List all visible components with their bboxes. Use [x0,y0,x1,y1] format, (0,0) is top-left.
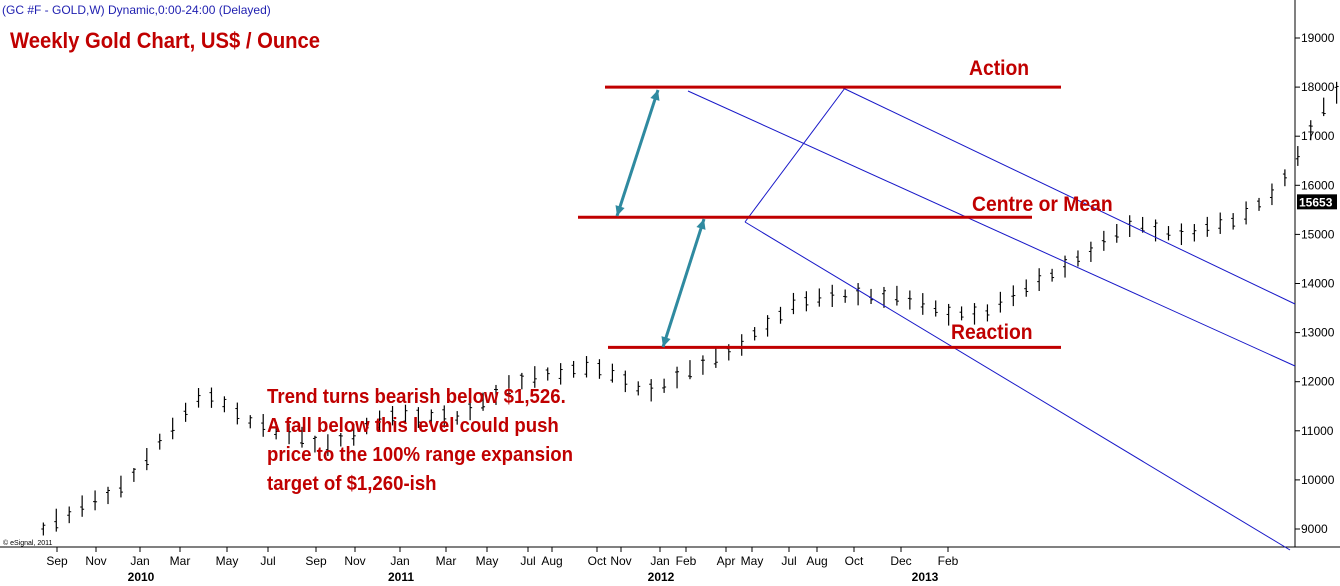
channel-line [842,87,1296,305]
x-tick-label: Feb [676,554,697,568]
x-tick-label: Mar [170,554,191,568]
x-tick-label: Jan [650,554,669,568]
x-tick-label: Aug [806,554,827,568]
x-tick-label: Nov [85,554,106,568]
x-tick-label: Nov [610,554,631,568]
y-tick-label: 11000 [1301,424,1334,438]
x-tick-label: Jul [260,554,275,568]
x-tick-label: Jul [520,554,535,568]
price-bars [41,81,1339,536]
y-tick-label: 17000 [1301,129,1335,143]
x-tick-label: May [216,554,239,568]
trend-channel [687,87,1296,551]
annotation-line: price to the 100% range expansion [267,444,573,466]
range-arrows [615,89,706,348]
channel-line [744,221,1291,551]
level-lines [578,85,1061,349]
x-tick-label: Nov [344,554,365,568]
y-tick-label: 14000 [1301,277,1335,291]
copyright: © eSignal, 2011 [3,540,53,547]
last-price-marker: 15653 [1297,194,1337,210]
level-label-mean: Centre or Mean [972,193,1113,216]
x-tick-label: Dec [890,554,911,568]
x-tick-label: Oct [845,554,864,568]
x-tick-label: Jul [781,554,796,568]
arrow-head [615,205,625,216]
x-tick-label: Sep [305,554,327,568]
annotation-note: Trend turns bearish below $1,526. A fall… [267,383,573,499]
arrow-head [650,90,660,101]
y-tick-label: 13000 [1301,326,1335,340]
x-tick-label: May [476,554,499,568]
annotation-line: target of $1,260-ish [267,473,437,495]
last-price-box [1297,194,1337,210]
annotation-line: Trend turns bearish below $1,526. [267,386,566,408]
level-label-reaction: Reaction [951,321,1033,344]
y-ticks: 9000 10000 11000 12000 13000 14000 15000 16000 1… [1295,31,1335,536]
y-tick-label: 12000 [1301,375,1335,389]
x-tick-label: Feb [938,554,959,568]
annotation-line: A fall below this level could push [267,415,559,437]
x-year-label: 2011 [388,570,414,584]
y-tick-label: 15000 [1301,227,1335,241]
y-tick-label: 9000 [1301,522,1328,536]
x-tick-label: Oct [588,554,607,568]
range-arrow [661,218,706,348]
y-tick-label: 19000 [1301,31,1335,45]
chart-header: (GC #F - GOLD,W) Dynamic,0:00-24:00 (Del… [2,3,271,17]
level-label-action: Action [969,57,1030,80]
x-tick-label: Apr [717,554,736,568]
x-tick-label: Jan [390,554,409,568]
y-tick-label: 18000 [1301,80,1335,94]
x-tick-label: Sep [46,554,68,568]
x-year-label: 2012 [648,570,675,584]
x-tick-label: May [741,554,764,568]
x-tick-label: Aug [541,554,562,568]
x-tick-label: Jan [130,554,149,568]
x-year-label: 2013 [912,570,939,584]
y-tick-label: 10000 [1301,473,1335,487]
x-year-label: 2010 [128,570,155,584]
channel-line [687,90,1296,367]
y-tick-label: 16000 [1301,178,1335,192]
arrow-head [661,336,671,347]
range-arrow [615,89,660,217]
last-price-label: 15653 [1299,195,1333,209]
channel-line [744,87,846,223]
chart-title: Weekly Gold Chart, US$ / Ounce [10,28,321,53]
x-ticks: Sep Nov Jan Mar May Jul Sep Nov Jan Mar May Jul Aug O… [46,547,959,584]
x-tick-label: Mar [436,554,457,568]
arrow-head [696,219,706,230]
